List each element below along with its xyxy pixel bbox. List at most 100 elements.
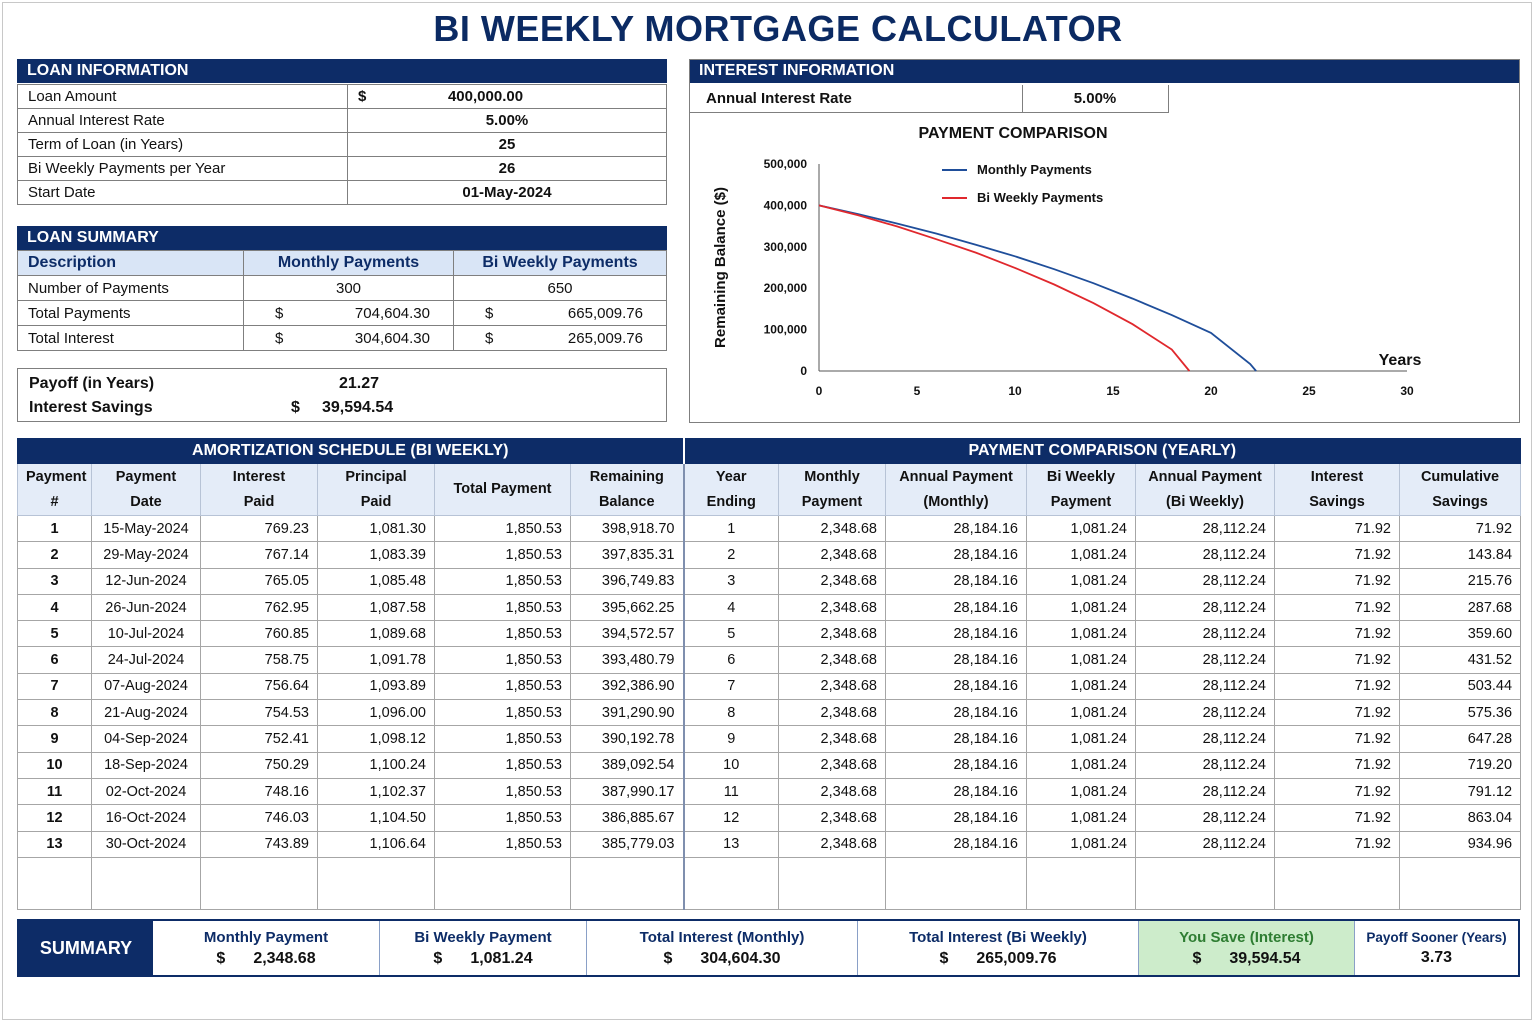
loan-summary-header: LOAN SUMMARY	[17, 226, 667, 250]
column-header-line: Savings	[1309, 493, 1365, 510]
currency-symbol: $	[663, 949, 673, 967]
table-row: 7 07-Aug-2024 756.64 1,093.89 1,850.53 392,38…	[17, 672, 1522, 701]
amortization-cell: 21-Aug-2024	[91, 699, 201, 727]
yearly-cell: 28,112.24	[1135, 593, 1275, 622]
yearly-cell: 28,184.16	[885, 672, 1027, 701]
amortization-cell: 748.16	[200, 777, 318, 806]
description-column-header: Description	[17, 250, 244, 276]
column-header-line: Balance	[598, 493, 655, 510]
yearly-cell: 28,184.16	[885, 751, 1027, 779]
table-row: 3 12-Jun-2024 765.05 1,085.48 1,850.53 396,74…	[17, 567, 1522, 595]
yearly-cell: 1,081.24	[1026, 725, 1136, 753]
currency-symbol: $	[1192, 949, 1202, 967]
yearly-cell: 2,348.68	[778, 804, 886, 832]
loan-summary-table: Description Monthly Payments Bi Weekly P…	[17, 250, 667, 351]
payoff-years-row: Payoff (in Years) 21.27	[29, 372, 657, 396]
yearly-cell: 934.96	[1398, 830, 1522, 858]
loan-summary-header-row: Description Monthly Payments Bi Weekly P…	[17, 250, 667, 276]
yearly-cell: 719.20	[1398, 751, 1522, 779]
amortization-cell: 1,850.53	[434, 620, 571, 648]
yearly-cell: 503.44	[1398, 672, 1522, 701]
yearly-cell: 71.92	[1274, 541, 1400, 569]
yearly-cell: 28,112.24	[1135, 672, 1275, 701]
yearly-cell: 1,081.24	[1026, 751, 1136, 779]
yearly-cell: 28,184.16	[885, 567, 1027, 595]
currency-symbol: $	[216, 949, 226, 967]
amortization-cell: 746.03	[200, 804, 318, 832]
yearly-cell: 1,081.24	[1026, 541, 1136, 569]
amortization-cell: 752.41	[200, 725, 318, 753]
interest-information-header: INTEREST INFORMATION	[689, 59, 1520, 83]
loan-information-table: Loan Amount $ 400,000.00 Annual Interest…	[17, 84, 667, 205]
yearly-cell: 2,348.68	[778, 751, 886, 779]
amortization-cell: 1,850.53	[434, 646, 571, 674]
amortization-cell: 1,850.53	[434, 514, 571, 543]
column-header-line: Year	[715, 468, 747, 485]
amortization-schedule-header: AMORTIZATION SCHEDULE (BI WEEKLY)	[17, 438, 684, 464]
empty-cell	[91, 883, 201, 911]
yearly-col-2-header: Annual Payment (Monthly)	[885, 463, 1027, 516]
currency-symbol: $	[291, 399, 300, 416]
yearly-col-3-header: Bi Weekly Payment	[1026, 463, 1136, 516]
table-row: 2 29-May-2024 767.14 1,083.39 1,850.53 397,83…	[17, 541, 1522, 569]
chart-title: PAYMENT COMPARISON	[918, 125, 1107, 142]
yearly-cell: 1,081.24	[1026, 593, 1136, 622]
currency-symbol: $	[433, 949, 443, 967]
start-date-input[interactable]: 01-May-2024	[347, 180, 667, 205]
y-tick-label: 500,000	[764, 157, 808, 171]
number-of-payments-label: Number of Payments	[17, 275, 244, 301]
loan-amount-input[interactable]: $ 400,000.00	[347, 84, 667, 109]
yearly-cell: 1,081.24	[1026, 646, 1136, 674]
yearly-cell: 28,112.24	[1135, 620, 1275, 648]
column-header-line: Remaining	[589, 468, 664, 485]
amortization-cell: 1,850.53	[434, 541, 571, 569]
interest-rate-input[interactable]: 5.00%	[347, 108, 667, 133]
summary-total-interest-biweekly: Total Interest (Bi Weekly) $265,009.76	[858, 921, 1139, 975]
yearly-cell: 71.92	[1274, 751, 1400, 779]
biweekly-total-interest: $265,009.76	[453, 325, 667, 351]
amortization-cell: 26-Jun-2024	[91, 593, 201, 622]
annual-interest-rate-label: Annual Interest Rate	[690, 85, 1023, 113]
column-header-line: Paid	[360, 493, 392, 510]
loan-information-header: LOAN INFORMATION	[17, 59, 667, 83]
yearly-cell: 13	[682, 830, 779, 858]
empty-cell	[1398, 856, 1522, 884]
amortization-cell: 15-May-2024	[91, 514, 201, 543]
table-row: 8 21-Aug-2024 754.53 1,096.00 1,850.53 391,29…	[17, 699, 1522, 727]
amortization-cell: 389,092.54	[570, 751, 684, 779]
yearly-cell: 28,184.16	[885, 541, 1027, 569]
biweekly-payments-column-header: Bi Weekly Payments	[453, 250, 667, 276]
total-payments-label: Total Payments	[17, 300, 244, 326]
empty-cell	[91, 856, 201, 884]
currency-symbol: $	[358, 88, 367, 105]
yearly-cell: 11	[682, 777, 779, 806]
legend-label: Bi Weekly Payments	[977, 190, 1103, 205]
yearly-cell: 71.92	[1274, 567, 1400, 595]
yearly-cell: 1,081.24	[1026, 620, 1136, 648]
amortization-cell: 754.53	[200, 699, 318, 727]
monthly-number-of-payments: 300	[243, 275, 454, 301]
y-tick-label: 0	[800, 364, 807, 378]
amortization-cell: 1,850.53	[434, 804, 571, 832]
empty-cell	[778, 856, 886, 884]
empty-cell	[570, 883, 684, 911]
loan-term-input[interactable]: 25	[347, 132, 667, 157]
yearly-cell: 28,184.16	[885, 514, 1027, 543]
amortization-cell: 767.14	[200, 541, 318, 569]
yearly-cell: 71.92	[1274, 804, 1400, 832]
amortization-cell: 1,104.50	[317, 804, 435, 832]
amortization-cell: 1,098.12	[317, 725, 435, 753]
table-row: 6 24-Jul-2024 758.75 1,091.78 1,850.53 393,48…	[17, 646, 1522, 674]
legend-label: Monthly Payments	[977, 162, 1092, 177]
table-row: 1 15-May-2024 769.23 1,081.30 1,850.53 398,91…	[17, 514, 1522, 543]
summary-you-save-value: 39,594.54	[1229, 949, 1301, 967]
amortization-cell: 7	[17, 672, 92, 701]
amortization-cell: 392,386.90	[570, 672, 684, 701]
yearly-cell: 1,081.24	[1026, 567, 1136, 595]
payments-per-year-input[interactable]: 26	[347, 156, 667, 181]
yearly-cell: 28,184.16	[885, 725, 1027, 753]
biweekly-total-payments: $665,009.76	[453, 300, 667, 326]
yearly-col-4-header: Annual Payment (Bi Weekly)	[1135, 463, 1275, 516]
yearly-cell: 28,184.16	[885, 804, 1027, 832]
amortization-cell: 29-May-2024	[91, 541, 201, 569]
